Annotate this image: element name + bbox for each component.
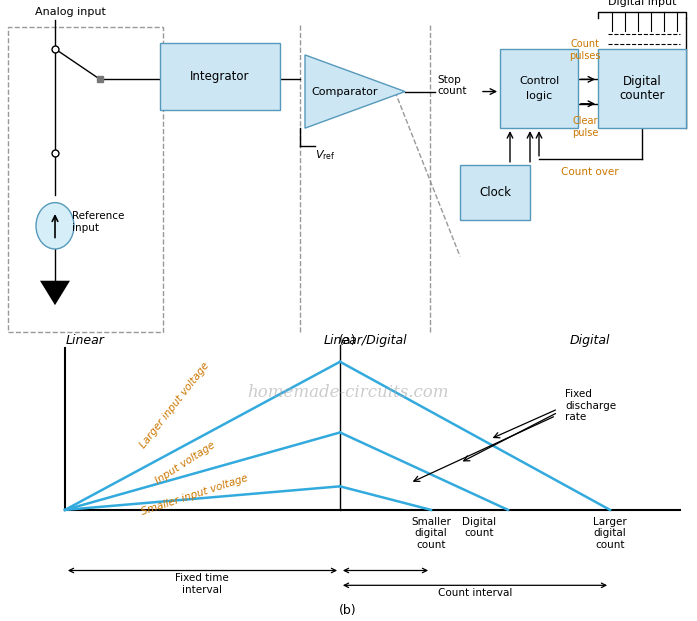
Text: Stop
count: Stop count [437, 75, 466, 96]
Ellipse shape [36, 202, 74, 249]
Text: Fixed time
interval: Fixed time interval [175, 573, 229, 595]
Text: Clear
pulse: Clear pulse [572, 116, 598, 138]
Text: Count
pulses: Count pulses [569, 39, 601, 61]
Text: Count over: Count over [561, 167, 619, 177]
Polygon shape [305, 55, 405, 128]
Text: Analog input: Analog input [35, 7, 106, 17]
FancyBboxPatch shape [598, 49, 686, 128]
Text: Comparator: Comparator [312, 86, 378, 96]
Text: logic: logic [526, 91, 552, 101]
Polygon shape [40, 281, 70, 305]
Text: Smaller input voltage: Smaller input voltage [140, 473, 250, 517]
Text: Linear/Digital: Linear/Digital [323, 334, 407, 347]
FancyBboxPatch shape [500, 49, 578, 128]
Text: Digital
count: Digital count [462, 517, 496, 538]
Text: Smaller
digital
count: Smaller digital count [411, 517, 451, 550]
Text: homemade-circuits.com: homemade-circuits.com [247, 384, 449, 401]
FancyBboxPatch shape [460, 165, 530, 220]
Text: Linear: Linear [66, 334, 105, 347]
Text: Larger
digital
count: Larger digital count [593, 517, 627, 550]
Text: Digital input: Digital input [608, 0, 676, 7]
FancyBboxPatch shape [160, 43, 280, 110]
Text: Count interval: Count interval [438, 588, 512, 598]
Text: Larger input voltage: Larger input voltage [139, 361, 211, 450]
Text: (b): (b) [339, 604, 357, 617]
Bar [8, 27, 163, 332]
Text: Reference
input: Reference input [72, 211, 124, 233]
Text: Input voltage: Input voltage [153, 440, 217, 486]
Text: Fixed
discharge
rate: Fixed discharge rate [565, 389, 616, 422]
Text: Digital: Digital [569, 334, 611, 347]
Text: Control: Control [519, 76, 559, 86]
Text: $V_{\rm ref}$: $V_{\rm ref}$ [315, 148, 335, 163]
Text: (a): (a) [339, 334, 357, 347]
Text: Digital: Digital [622, 75, 661, 88]
Text: counter: counter [619, 89, 665, 102]
Text: Integrator: Integrator [190, 70, 250, 83]
Text: Clock: Clock [479, 186, 511, 199]
